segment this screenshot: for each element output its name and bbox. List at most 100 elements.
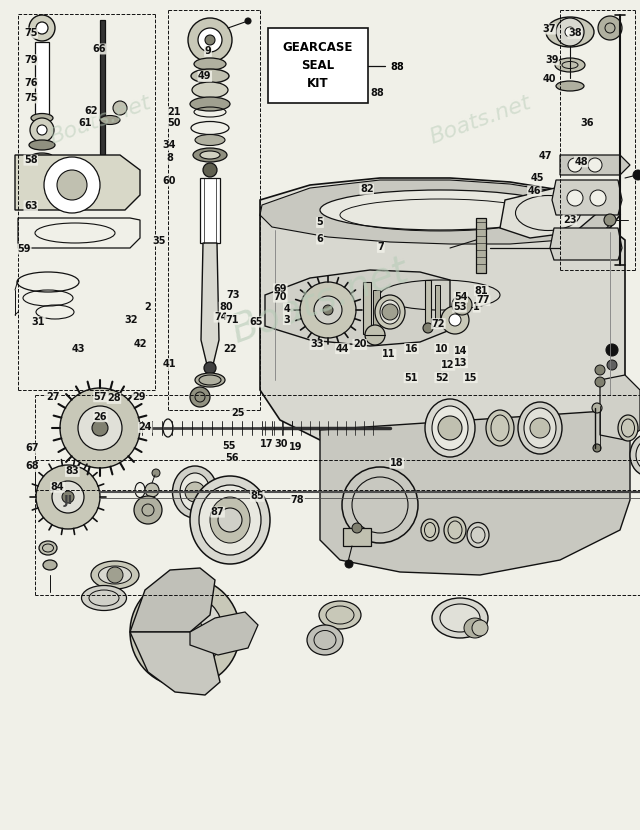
Circle shape xyxy=(205,35,215,45)
Text: 52: 52 xyxy=(435,373,449,383)
Text: 56: 56 xyxy=(225,453,239,463)
Text: 54: 54 xyxy=(454,292,468,302)
Text: 74: 74 xyxy=(214,312,228,322)
Text: 84: 84 xyxy=(51,482,65,492)
Bar xyxy=(268,28,368,103)
Ellipse shape xyxy=(425,399,475,457)
Text: 11: 11 xyxy=(382,349,396,359)
Circle shape xyxy=(530,418,550,438)
Ellipse shape xyxy=(464,618,486,638)
Circle shape xyxy=(57,170,87,200)
Text: Boats.net: Boats.net xyxy=(47,92,154,148)
Text: 14: 14 xyxy=(454,346,468,356)
Polygon shape xyxy=(320,410,630,575)
Circle shape xyxy=(449,314,461,326)
Circle shape xyxy=(245,18,251,24)
Circle shape xyxy=(134,496,162,524)
Circle shape xyxy=(167,614,203,650)
Text: 32: 32 xyxy=(124,315,138,325)
Text: 66: 66 xyxy=(92,44,106,54)
Text: 70: 70 xyxy=(273,292,287,302)
Ellipse shape xyxy=(191,69,229,83)
Ellipse shape xyxy=(91,561,139,589)
Text: 3: 3 xyxy=(284,315,290,325)
Ellipse shape xyxy=(467,523,489,548)
Text: 60: 60 xyxy=(163,176,177,186)
Circle shape xyxy=(438,416,462,440)
Circle shape xyxy=(452,295,472,315)
Circle shape xyxy=(37,125,47,135)
Ellipse shape xyxy=(375,295,405,329)
Circle shape xyxy=(556,18,584,46)
Text: 16: 16 xyxy=(404,344,419,354)
Polygon shape xyxy=(130,568,215,632)
Circle shape xyxy=(113,101,127,115)
Ellipse shape xyxy=(190,97,230,111)
Text: 1: 1 xyxy=(474,302,480,312)
Circle shape xyxy=(203,163,217,177)
Text: 77: 77 xyxy=(476,295,490,305)
Ellipse shape xyxy=(31,153,53,161)
Ellipse shape xyxy=(432,406,468,450)
Text: 13: 13 xyxy=(454,358,468,368)
Text: 62: 62 xyxy=(84,106,99,116)
Ellipse shape xyxy=(32,163,52,171)
Text: Boats.net: Boats.net xyxy=(226,251,414,349)
Ellipse shape xyxy=(421,519,439,541)
Text: 59: 59 xyxy=(17,244,31,254)
Circle shape xyxy=(607,360,617,370)
Polygon shape xyxy=(550,228,622,260)
Text: 55: 55 xyxy=(222,441,236,451)
Bar xyxy=(425,280,431,328)
Text: 69: 69 xyxy=(273,284,287,294)
Text: 68: 68 xyxy=(25,461,39,471)
Text: 50: 50 xyxy=(167,118,181,128)
Text: 87: 87 xyxy=(211,507,225,517)
Text: 21: 21 xyxy=(167,107,181,117)
Text: 23: 23 xyxy=(563,215,577,225)
Circle shape xyxy=(152,469,160,477)
Text: 24: 24 xyxy=(138,422,152,432)
Text: 9: 9 xyxy=(205,46,211,56)
Polygon shape xyxy=(260,178,620,242)
Circle shape xyxy=(147,594,223,670)
Circle shape xyxy=(604,214,616,226)
Polygon shape xyxy=(15,155,140,210)
Text: 71: 71 xyxy=(225,315,239,325)
Ellipse shape xyxy=(319,601,361,629)
Circle shape xyxy=(423,323,433,333)
Ellipse shape xyxy=(99,566,131,584)
Circle shape xyxy=(472,620,488,636)
Circle shape xyxy=(44,157,100,213)
Text: 33: 33 xyxy=(310,339,324,349)
Text: 49: 49 xyxy=(198,71,212,81)
Ellipse shape xyxy=(630,434,640,476)
Ellipse shape xyxy=(210,497,250,543)
Bar xyxy=(100,20,105,180)
Ellipse shape xyxy=(546,17,594,47)
Ellipse shape xyxy=(518,402,562,454)
Circle shape xyxy=(145,483,159,497)
Text: 6: 6 xyxy=(317,234,323,244)
Text: JI: JI xyxy=(63,494,72,506)
Ellipse shape xyxy=(307,625,343,655)
Text: 80: 80 xyxy=(219,302,233,312)
Ellipse shape xyxy=(486,410,514,446)
Circle shape xyxy=(345,560,353,568)
Text: 26: 26 xyxy=(93,412,108,422)
Ellipse shape xyxy=(193,148,227,162)
Circle shape xyxy=(52,481,84,513)
Circle shape xyxy=(323,305,333,315)
Circle shape xyxy=(365,325,385,345)
Text: 37: 37 xyxy=(542,24,556,34)
Circle shape xyxy=(29,15,55,41)
Text: 18: 18 xyxy=(390,458,404,468)
Text: 35: 35 xyxy=(152,236,166,246)
Text: 81: 81 xyxy=(474,286,488,295)
Ellipse shape xyxy=(43,560,57,570)
Ellipse shape xyxy=(195,373,225,387)
Ellipse shape xyxy=(31,114,53,123)
Text: 38: 38 xyxy=(568,28,582,38)
Text: 5: 5 xyxy=(317,217,323,227)
Text: 67: 67 xyxy=(25,443,39,453)
